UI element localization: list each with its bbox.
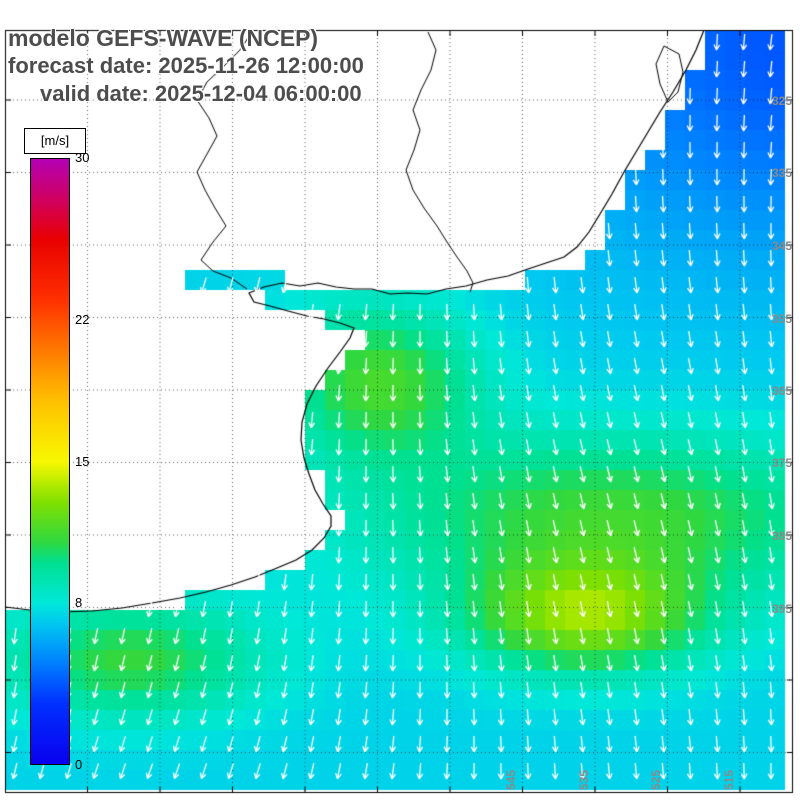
colorbar-unit-label: [m/s] <box>24 128 86 154</box>
latitude-label: 335 <box>771 166 792 180</box>
colorbar-tick-label: 0 <box>75 757 83 772</box>
colorbar <box>30 158 70 765</box>
longitude-label: 525 <box>649 769 663 790</box>
latitude-label: 355 <box>771 312 792 326</box>
longitude-label: 515 <box>722 769 736 790</box>
valid-date-line: valid date: 2025-12-04 06:00:00 <box>40 81 362 106</box>
longitude-label: 535 <box>577 769 591 790</box>
colorbar-tick-label: 22 <box>75 311 90 327</box>
longitude-label: 545 <box>504 769 518 790</box>
model-title: modelo GEFS-WAVE (NCEP) <box>8 25 319 51</box>
latitude-label: 325 <box>771 94 792 108</box>
latitude-label: 395 <box>771 602 792 616</box>
latitude-label: 345 <box>771 239 792 253</box>
forecast-date-line: forecast date: 2025-11-26 12:00:00 <box>8 53 364 78</box>
colorbar-tick-label: 8 <box>75 595 83 611</box>
colorbar-tick-label: 30 <box>75 150 90 165</box>
colorbar-tick-label: 15 <box>75 453 90 469</box>
latitude-label: 385 <box>771 529 792 543</box>
chart-header: modelo GEFS-WAVE (NCEP) forecast date: 2… <box>8 24 364 108</box>
latitude-label: 365 <box>771 384 792 398</box>
latitude-label: 375 <box>771 456 792 470</box>
